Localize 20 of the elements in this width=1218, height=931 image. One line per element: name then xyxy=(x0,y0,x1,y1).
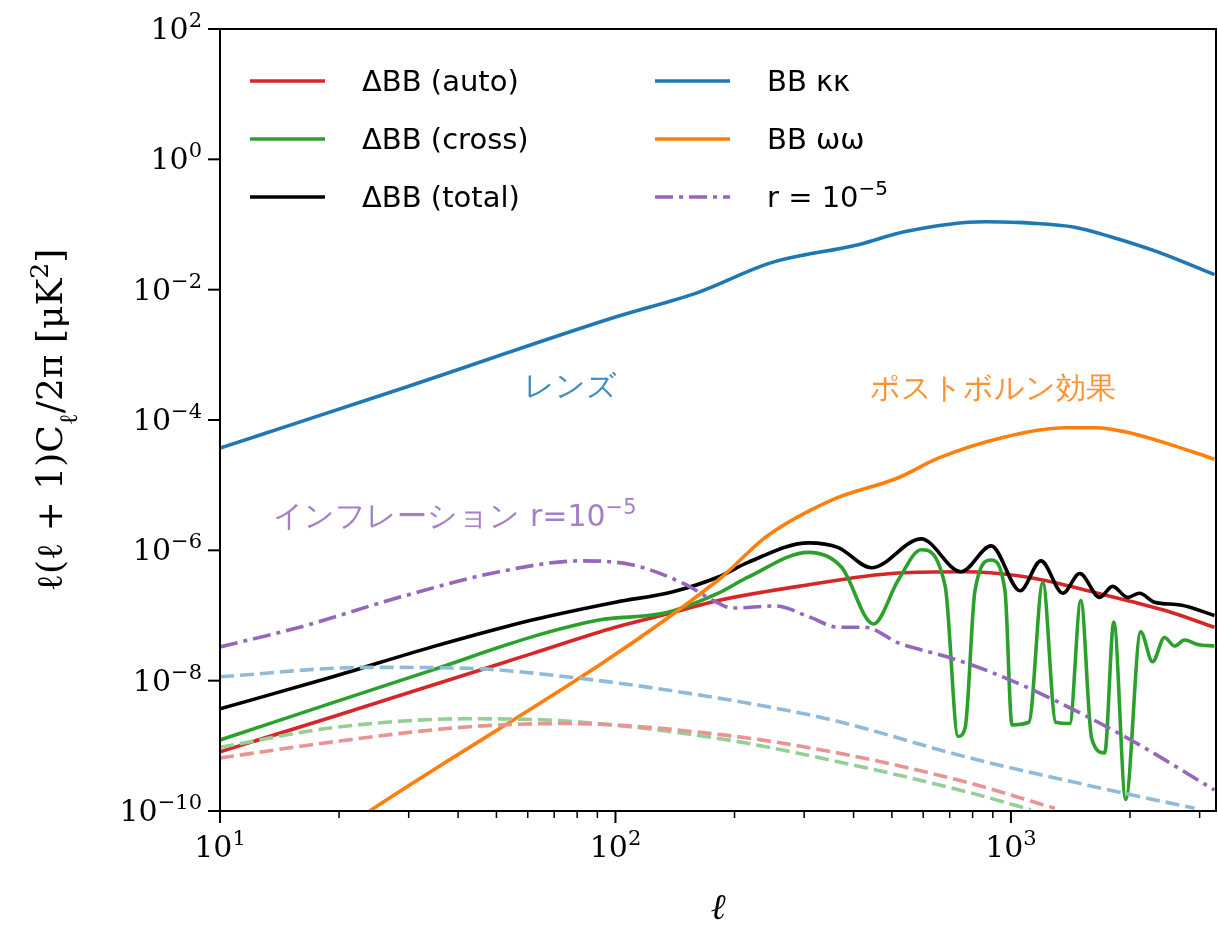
legend-label: ΔBB (cross) xyxy=(362,122,529,156)
y-tick-label: 10$^{−6}$ xyxy=(132,529,202,568)
x-axis-title: ℓ xyxy=(710,886,726,927)
annotation: レンズ xyxy=(523,368,617,403)
legend-label: ΔBB (auto) xyxy=(362,64,519,98)
y-tick-label: 10$^{−4}$ xyxy=(132,399,202,437)
legend-label: ΔBB (total) xyxy=(362,180,520,214)
y-tick-label: 10$^{−8}$ xyxy=(132,659,202,698)
legend-label: r = 10$^{−5}$ xyxy=(767,176,889,214)
y-tick-label: 10$^{2}$ xyxy=(150,8,202,46)
legend-label: BB κκ xyxy=(767,64,851,98)
y-tick-label: 10$^{−2}$ xyxy=(132,268,202,307)
x-tick-label: 10$^{2}$ xyxy=(589,826,642,864)
annotation: インフレーション r=10$^{−5}$ xyxy=(273,495,637,533)
y-tick-label: 10$^{0}$ xyxy=(150,138,202,177)
x-tick-label: 10$^{1}$ xyxy=(194,826,246,864)
x-tick-label: 10$^{3}$ xyxy=(985,826,1037,864)
y-tick-label: 10$^{−10}$ xyxy=(119,790,202,828)
annotation: ポストボルン効果 xyxy=(870,370,1116,405)
legend-label: BB ωω xyxy=(767,122,865,156)
